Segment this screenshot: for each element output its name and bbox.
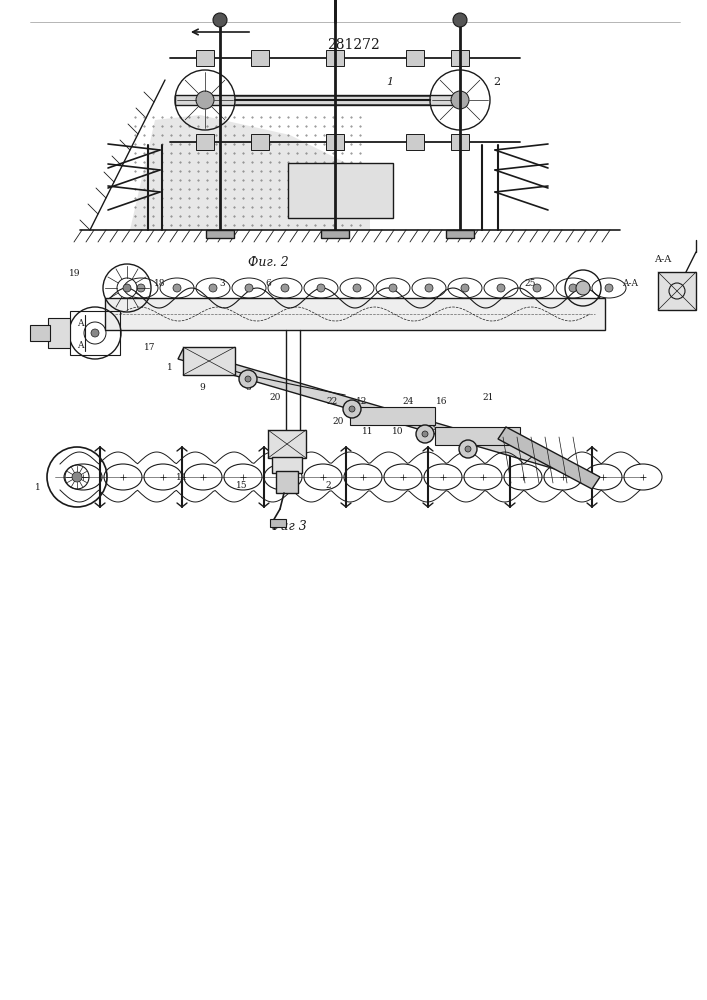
- Text: 1: 1: [167, 362, 173, 371]
- Text: 281272: 281272: [327, 38, 380, 52]
- Bar: [288, 163, 393, 218]
- Bar: [350, 407, 435, 425]
- Circle shape: [533, 284, 541, 292]
- Circle shape: [72, 472, 82, 482]
- Circle shape: [497, 284, 505, 292]
- Circle shape: [389, 284, 397, 292]
- Bar: [251, 50, 269, 66]
- Circle shape: [569, 284, 577, 292]
- Bar: [326, 50, 344, 66]
- Text: 21: 21: [482, 392, 493, 401]
- Text: 22: 22: [327, 397, 338, 406]
- Text: 15: 15: [236, 481, 248, 489]
- Bar: [183, 347, 235, 375]
- Circle shape: [196, 91, 214, 109]
- Text: A-A: A-A: [655, 255, 672, 264]
- Circle shape: [605, 284, 613, 292]
- Bar: [70, 311, 120, 355]
- Text: A: A: [77, 318, 83, 328]
- Text: A-A: A-A: [622, 278, 638, 288]
- Bar: [435, 427, 520, 445]
- Text: 14: 14: [176, 473, 188, 482]
- Bar: [268, 430, 306, 458]
- Circle shape: [425, 284, 433, 292]
- Bar: [206, 230, 234, 238]
- Circle shape: [209, 284, 217, 292]
- Bar: [326, 134, 344, 150]
- Bar: [196, 134, 214, 150]
- Bar: [451, 50, 469, 66]
- Bar: [196, 50, 214, 66]
- Bar: [30, 325, 50, 341]
- Circle shape: [353, 284, 361, 292]
- Polygon shape: [178, 349, 560, 469]
- Circle shape: [416, 425, 434, 443]
- Bar: [321, 230, 349, 238]
- Bar: [276, 471, 298, 493]
- Bar: [446, 230, 474, 238]
- Bar: [175, 95, 465, 105]
- Circle shape: [281, 284, 289, 292]
- Circle shape: [91, 329, 99, 337]
- Text: 6: 6: [265, 278, 271, 288]
- Bar: [251, 134, 269, 150]
- Text: 16: 16: [436, 397, 448, 406]
- Text: 1: 1: [35, 483, 41, 491]
- Text: 3: 3: [219, 278, 225, 288]
- Text: 11: 11: [362, 428, 374, 436]
- Circle shape: [245, 284, 253, 292]
- Circle shape: [459, 440, 477, 458]
- Circle shape: [343, 400, 361, 418]
- Polygon shape: [498, 427, 600, 489]
- Circle shape: [239, 370, 257, 388]
- Text: 20: 20: [269, 392, 281, 401]
- Bar: [270, 519, 286, 527]
- Text: 2: 2: [325, 481, 331, 489]
- Circle shape: [213, 13, 227, 27]
- Circle shape: [465, 446, 471, 452]
- Bar: [406, 134, 424, 150]
- Text: 20: 20: [332, 418, 344, 426]
- Polygon shape: [130, 115, 370, 230]
- Circle shape: [461, 284, 469, 292]
- Circle shape: [137, 284, 145, 292]
- Circle shape: [453, 13, 467, 27]
- Circle shape: [349, 406, 355, 412]
- Text: 1: 1: [387, 77, 394, 87]
- Text: 24: 24: [402, 397, 414, 406]
- Text: 2: 2: [493, 77, 501, 87]
- Text: 14: 14: [482, 438, 493, 446]
- Circle shape: [123, 284, 131, 292]
- Bar: [105, 298, 605, 330]
- Circle shape: [451, 91, 469, 109]
- Circle shape: [576, 281, 590, 295]
- Text: 19: 19: [69, 268, 81, 277]
- Text: 8: 8: [245, 382, 251, 391]
- Text: 13: 13: [426, 422, 438, 432]
- Text: 10: 10: [392, 428, 404, 436]
- Circle shape: [317, 284, 325, 292]
- Text: 17: 17: [144, 342, 156, 352]
- Bar: [406, 50, 424, 66]
- Circle shape: [173, 284, 181, 292]
- Text: A: A: [77, 340, 83, 350]
- Bar: [272, 457, 302, 473]
- Circle shape: [245, 376, 251, 382]
- Text: Фиг. 2: Фиг. 2: [247, 255, 288, 268]
- Bar: [451, 134, 469, 150]
- Text: 18: 18: [154, 278, 165, 288]
- Bar: [658, 272, 696, 310]
- Circle shape: [422, 431, 428, 437]
- Text: 25: 25: [525, 278, 536, 288]
- Text: 12: 12: [356, 397, 368, 406]
- Text: 9: 9: [199, 382, 205, 391]
- Bar: [48, 318, 70, 348]
- Text: Фиг 3: Фиг 3: [269, 520, 306, 534]
